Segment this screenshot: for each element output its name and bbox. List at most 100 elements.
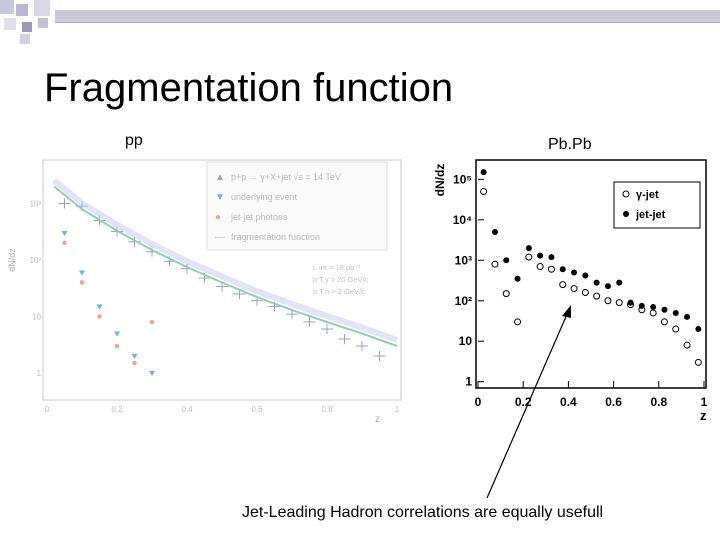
pbpb-legend-box <box>613 181 701 229</box>
pp-x-tick-label: 1 <box>395 405 400 414</box>
pp-annotation: L int = 10 pb⁻¹ <box>313 263 361 272</box>
pp-legend-marker: ▲ <box>215 172 225 183</box>
pbpb-gamma-jet-point <box>672 325 680 333</box>
pbpb-gamma-jet-point <box>660 318 668 326</box>
pp-y-axis-label: dN/dz <box>7 248 17 272</box>
pp-legend-marker: — <box>215 232 225 243</box>
pbpb-gamma-jet-point <box>683 341 691 349</box>
pbpb-x-tick-label: 0 <box>475 395 482 409</box>
pbpb-jet-jet-point <box>593 279 600 286</box>
pp-legend-marker: ● <box>215 212 221 223</box>
pp-underlying-point <box>149 370 155 376</box>
pp-jetjet-point <box>79 280 85 285</box>
pbpb-legend: γ-jet jet-jet <box>613 181 701 229</box>
pbpb-x-tick-label: 0.6 <box>605 395 622 409</box>
pbpb-jet-jet-point <box>537 252 544 259</box>
pbpb-legend-marker <box>623 211 629 217</box>
pbpb-y-axis-label: dN/dz <box>433 164 447 197</box>
pbpb-gamma-jet-point <box>536 263 544 271</box>
pbpb-gamma-jet-point <box>502 290 510 298</box>
pbpb-jet-jet-point <box>627 299 634 306</box>
pbpb-gamma-jet-point <box>615 299 623 307</box>
pbpb-panel-label: Pb.Pb <box>548 136 592 153</box>
pbpb-jet-jet-point <box>684 313 691 320</box>
pbpb-gamma-jet-point <box>480 188 488 196</box>
pbpb-jet-jet-point <box>503 257 510 264</box>
pp-y-tick-label: 10³ <box>29 199 41 208</box>
pp-fragmentation-chart: dN/dz 0 0.2 0.4 0.6 0.8 1 1 10 10² 10³ ▲ p+p → γ+… <box>7 159 402 425</box>
pp-underlying-point <box>114 331 120 337</box>
pbpb-jet-jet-point <box>559 266 566 273</box>
pbpb-x-axis-label: z <box>700 408 707 423</box>
pbpb-jet-jet-point <box>616 279 623 286</box>
pp-legend-marker: ▼ <box>215 192 225 203</box>
pbpb-gamma-jet-point <box>525 253 533 261</box>
pbpb-gamma-jet-point <box>559 281 567 289</box>
pbpb-y-tick-label: 1 <box>465 375 472 389</box>
pp-underlying-point <box>79 270 85 276</box>
pbpb-plot-frame <box>475 159 707 389</box>
pp-error-band <box>52 178 399 343</box>
pbpb-y-tick-label: 10⁴ <box>453 213 472 227</box>
pbpb-x-tick-label: 0.8 <box>650 395 667 409</box>
pp-y-tick-label: 10 <box>32 312 41 321</box>
pbpb-jet-jet-point <box>604 283 611 290</box>
pp-jetjet-point <box>97 314 102 319</box>
pbpb-x-tick-label: 0.4 <box>560 395 577 409</box>
pbpb-legend-entry: γ-jet <box>636 189 659 201</box>
pp-x-tick-label: 0.8 <box>321 405 333 414</box>
pp-jetjet-point <box>132 360 137 366</box>
pbpb-gamma-jet-point <box>547 265 555 273</box>
pp-legend-entry: jet-jet photons <box>230 212 288 222</box>
pbpb-jet-jet-point <box>582 272 589 279</box>
pp-fragmentation-curve <box>53 185 398 347</box>
pbpb-legend-marker <box>622 190 630 198</box>
pp-underlying-point <box>131 353 138 359</box>
pbpb-gamma-jet-point <box>593 292 601 300</box>
pbpb-jet-jet-point <box>571 269 578 276</box>
pbpb-jet-jet-point <box>525 245 532 252</box>
pp-jetjet-point <box>62 240 67 246</box>
pp-panel-label: pp <box>125 132 143 149</box>
pbpb-legend-entry: jet-jet <box>635 209 666 221</box>
pp-legend-entry: p+p → γ+X+jet √s = 14 TeV <box>231 172 341 182</box>
pbpb-jet-jet-point <box>638 302 645 309</box>
pbpb-y-tick-label: 10² <box>455 294 472 308</box>
slide-title: Fragmentation function <box>44 66 454 110</box>
pbpb-y-tick-label: 10⁵ <box>453 172 472 186</box>
pbpb-jet-jet-point <box>695 326 702 333</box>
pbpb-jet-jet-point <box>514 275 521 282</box>
pbpb-jet-jet-point <box>650 304 657 311</box>
top-rule <box>55 10 720 22</box>
pbpb-jet-jet-point <box>661 306 668 313</box>
pp-y-tick-label: 1 <box>37 369 42 378</box>
pp-jetjet-point <box>149 319 155 325</box>
pp-x-axis-label: z <box>375 414 380 425</box>
pbpb-jet-jet-point <box>672 309 679 316</box>
top-rule-thin <box>55 22 720 23</box>
pp-legend-entry: fragmentation function <box>231 232 320 242</box>
pp-annotation: p T,h > 2 GeV/c <box>313 287 365 296</box>
pbpb-gamma-jet-point <box>604 297 612 305</box>
pp-x-tick-label: 0.2 <box>111 405 123 414</box>
pbpb-jet-jet-point <box>548 254 555 261</box>
pbpb-y-tick-label: 10³ <box>455 253 472 267</box>
caption: Jet-Leading Hadron correlations are equa… <box>242 504 604 521</box>
pbpb-y-tick-label: 10 <box>459 334 473 348</box>
pbpb-gamma-jet-point <box>581 289 589 297</box>
pp-underlying-point <box>61 231 68 237</box>
pp-plot-frame <box>42 159 402 401</box>
pp-legend-entry: underlying event <box>231 192 298 202</box>
pbpb-gamma-jet-point <box>570 285 578 293</box>
pbpb-jet-jet-point <box>480 169 487 176</box>
pp-x-tick-label: 0 <box>45 405 50 414</box>
pbpb-gamma-jet-point <box>694 358 702 366</box>
pp-x-tick-label: 0.6 <box>251 405 263 414</box>
pp-legend: ▲ p+p → γ+X+jet √s = 14 TeV ▼ underlying ev… <box>206 161 388 251</box>
pp-annotation: p T,γ > 20 GeV/c <box>313 275 369 284</box>
pp-x-tick-label: 0.4 <box>181 405 193 414</box>
pbpb-gamma-jet-point <box>491 260 499 268</box>
pp-underlying-point <box>96 304 103 310</box>
